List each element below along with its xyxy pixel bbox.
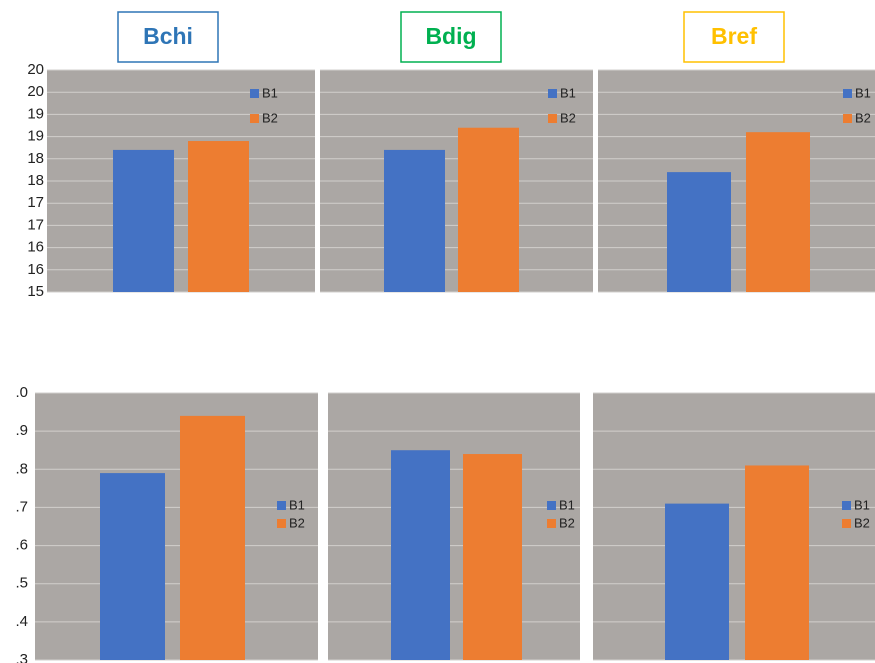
bar	[384, 149, 445, 292]
chart-panel: B1 B2 Bref	[598, 11, 875, 293]
legend-swatch	[842, 519, 851, 528]
legend-swatch	[842, 501, 851, 510]
legend-label: B2	[855, 110, 871, 125]
chart-title: Bref	[711, 23, 757, 49]
y-tick-label: .4	[15, 613, 28, 630]
legend-label: B1	[855, 85, 871, 100]
legend-label: B2	[854, 515, 870, 530]
bar	[391, 450, 450, 660]
y-tick-label: 17	[27, 216, 44, 233]
y-tick-label: 20	[27, 61, 44, 78]
bar	[188, 141, 249, 292]
legend-swatch	[843, 114, 852, 123]
legend-label: B1	[559, 497, 575, 512]
plot-area	[35, 393, 318, 660]
legend-swatch	[548, 89, 557, 98]
bar	[113, 149, 174, 292]
legend-label: B2	[262, 110, 278, 125]
legend-swatch	[843, 89, 852, 98]
chart-title: Bchi	[143, 23, 193, 49]
plot-area	[328, 393, 580, 660]
bar	[667, 172, 731, 292]
y-tick-label: 18	[27, 150, 44, 167]
title-box	[117, 11, 219, 63]
bar	[100, 473, 165, 660]
y-tick-label: 16	[27, 261, 44, 278]
chart-panel: 15 16 16 17 17 18 18 19 19 20 20 B1 B2 Bchi	[27, 11, 315, 300]
legend-label: B1	[289, 497, 305, 512]
y-tick-label: 15	[27, 283, 44, 300]
title-box	[683, 11, 785, 63]
chart-panel: .3 .4 .5 .6 .7 .8 .9 .0 B1 B2	[15, 384, 318, 663]
y-tick-label: 19	[27, 128, 44, 145]
y-tick-label: .7	[15, 498, 28, 515]
plot-area	[593, 393, 875, 660]
legend-swatch	[277, 519, 286, 528]
legend-swatch	[277, 501, 286, 510]
y-tick-label: 19	[27, 105, 44, 122]
bar	[745, 465, 809, 660]
legend-swatch	[547, 519, 556, 528]
y-tick-label: .3	[15, 651, 28, 663]
bar	[746, 132, 810, 292]
y-tick-label: .6	[15, 537, 28, 554]
bar	[180, 415, 245, 660]
bar	[665, 503, 729, 660]
chart-title: Bdig	[425, 23, 476, 49]
y-tick-label: .5	[15, 575, 28, 592]
title-box	[400, 11, 502, 63]
legend-swatch	[547, 501, 556, 510]
bar	[458, 127, 519, 292]
chart-panel: B1 B2 Bdig	[320, 11, 593, 293]
legend-label: B2	[560, 110, 576, 125]
y-tick-label: 18	[27, 172, 44, 189]
legend-label: B1	[854, 497, 870, 512]
bar	[463, 454, 522, 660]
legend-label: B1	[560, 85, 576, 100]
y-tick-label: 20	[27, 83, 44, 100]
y-tick-label: 16	[27, 239, 44, 256]
legend-label: B2	[559, 515, 575, 530]
legend-swatch	[548, 114, 557, 123]
legend-swatch	[250, 89, 259, 98]
y-tick-label: .0	[15, 384, 28, 401]
y-tick-label: 17	[27, 194, 44, 211]
y-tick-label: .9	[15, 422, 28, 439]
legend-swatch	[250, 114, 259, 123]
legend-label: B2	[289, 515, 305, 530]
y-tick-label: .8	[15, 460, 28, 477]
legend-label: B1	[262, 85, 278, 100]
